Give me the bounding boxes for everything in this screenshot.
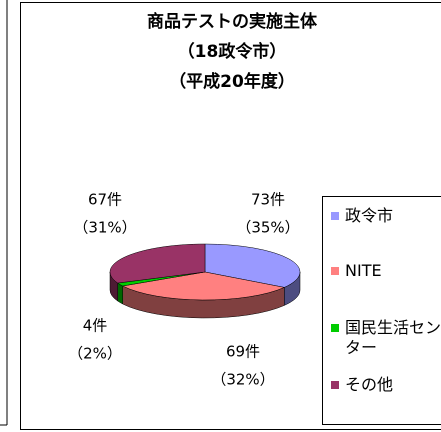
pie-side — [117, 282, 123, 305]
legend-label: 政令市 — [345, 206, 394, 225]
data-label: （2%） — [68, 345, 122, 363]
legend-item: 国民生活センター — [331, 318, 441, 358]
legend-item: その他 — [331, 375, 441, 395]
chart-subtitle: （平成20年度） — [169, 71, 295, 92]
legend-item: 政令市 — [331, 206, 441, 226]
legend-label: その他 — [345, 375, 394, 394]
legend-item: NITE — [331, 261, 441, 281]
pie-slice — [121, 271, 286, 301]
chart-subtitle: （18政令市） — [178, 41, 287, 62]
legend-swatch — [331, 324, 339, 332]
data-label: （31%） — [73, 219, 136, 237]
data-label: 73件 — [251, 191, 285, 209]
data-label: （35%） — [236, 219, 299, 237]
chart-title: 商品テストの実施主体 — [147, 11, 318, 32]
data-label: 4件 — [83, 317, 108, 335]
pie-slice — [109, 243, 206, 284]
legend-swatch — [331, 381, 339, 389]
legend-label: 国民生活センター — [345, 318, 441, 357]
legend-swatch — [331, 267, 339, 275]
legend: 政令市 NITE 国民生活センターその他 — [322, 196, 441, 425]
data-label: 67件 — [88, 191, 122, 209]
data-label: 69件 — [226, 343, 260, 361]
legend-swatch — [331, 212, 339, 220]
legend-label: NITE — [345, 261, 382, 280]
data-label: （32%） — [211, 371, 274, 389]
